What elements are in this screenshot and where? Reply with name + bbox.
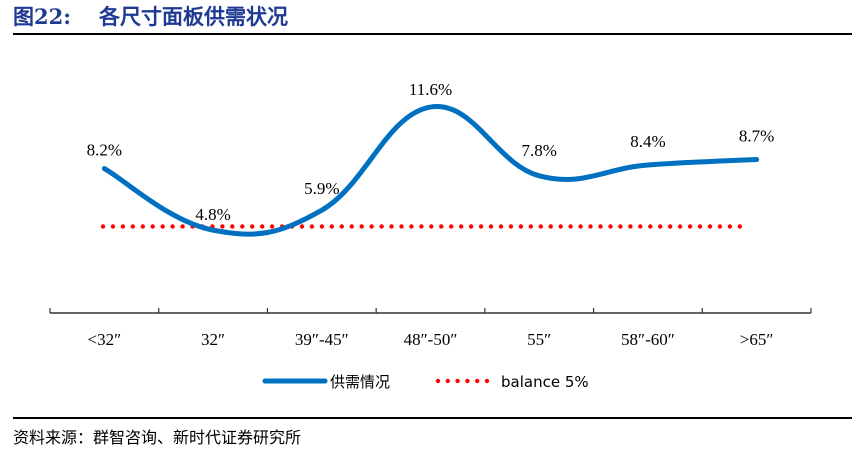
balance-line: [100, 224, 742, 229]
x-tick-label: 39″-45″: [295, 330, 349, 349]
x-axis: <32″ 32″ 39″-45″ 48″-50″ 55″ 58″-60″ >65″: [49, 308, 812, 349]
bottom-rule: [13, 417, 852, 419]
data-label: 11.6%: [409, 80, 452, 99]
data-label: 5.9%: [304, 179, 339, 198]
data-labels: 8.2% 4.8% 5.9% 11.6% 7.8% 8.4% 8.7%: [87, 80, 775, 224]
legend: 供需情况 balance 5%: [262, 373, 589, 391]
data-label: 8.2%: [87, 141, 122, 160]
figure-title-text: 各尺寸面板供需状况: [98, 4, 288, 29]
x-tick-label: 32″: [201, 330, 225, 349]
data-label: 4.8%: [195, 205, 230, 224]
legend-swatch-balance: [435, 378, 490, 384]
source-note: 资料来源：群智咨询、新时代证券研究所: [13, 428, 302, 447]
x-tick-label: 58″-60″: [621, 330, 675, 349]
figure-number: 图22:: [13, 4, 71, 29]
top-rule: [13, 33, 852, 35]
legend-label-series: 供需情况: [330, 373, 390, 391]
data-label: 8.4%: [630, 132, 665, 151]
x-tick-label: 48″-50″: [404, 330, 458, 349]
x-tick-label: >65″: [740, 330, 774, 349]
supply-demand-line: [101, 104, 760, 237]
data-label: 7.8%: [522, 141, 557, 160]
x-tick-label: <32″: [88, 330, 122, 349]
figure-title: 图22: 各尺寸面板供需状况: [13, 2, 288, 32]
data-label: 8.7%: [739, 127, 774, 146]
x-tick-label: 55″: [527, 330, 551, 349]
legend-label-balance: balance 5%: [501, 373, 589, 391]
